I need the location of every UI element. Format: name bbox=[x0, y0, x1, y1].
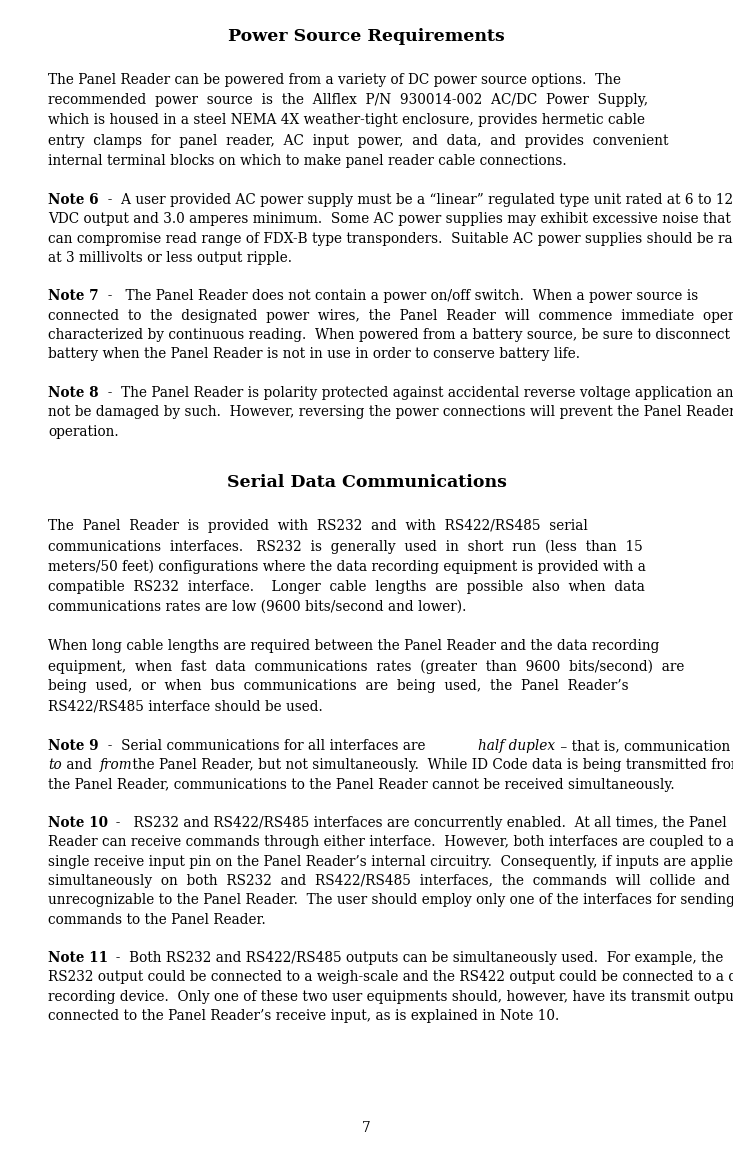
Text: to: to bbox=[48, 758, 62, 772]
Text: 7: 7 bbox=[362, 1121, 371, 1135]
Text: communications rates are low (9600 bits/second and lower).: communications rates are low (9600 bits/… bbox=[48, 600, 466, 614]
Text: When long cable lengths are required between the Panel Reader and the data recor: When long cable lengths are required bet… bbox=[48, 639, 660, 654]
Text: commands to the Panel Reader.: commands to the Panel Reader. bbox=[48, 912, 266, 927]
Text: Reader can receive commands through either interface.  However, both interfaces : Reader can receive commands through eith… bbox=[48, 836, 733, 850]
Text: Note 9: Note 9 bbox=[48, 739, 99, 753]
Text: -  Serial communications for all interfaces are: - Serial communications for all interfac… bbox=[99, 739, 430, 753]
Text: the Panel Reader, but not simultaneously.  While ID Code data is being transmitt: the Panel Reader, but not simultaneously… bbox=[128, 758, 733, 772]
Text: and: and bbox=[62, 758, 97, 772]
Text: -   RS232 and RS422/RS485 interfaces are concurrently enabled.  At all times, th: - RS232 and RS422/RS485 interfaces are c… bbox=[107, 816, 727, 830]
Text: unrecognizable to the Panel Reader.  The user should employ only one of the inte: unrecognizable to the Panel Reader. The … bbox=[48, 894, 733, 907]
Text: at 3 millivolts or less output ripple.: at 3 millivolts or less output ripple. bbox=[48, 252, 292, 265]
Text: Note 6: Note 6 bbox=[48, 194, 99, 207]
Text: entry  clamps  for  panel  reader,  AC  input  power,  and  data,  and  provides: entry clamps for panel reader, AC input … bbox=[48, 133, 668, 147]
Text: The Panel Reader can be powered from a variety of DC power source options.  The: The Panel Reader can be powered from a v… bbox=[48, 73, 621, 87]
Text: connected to the Panel Reader’s receive input, as is explained in Note 10.: connected to the Panel Reader’s receive … bbox=[48, 1009, 559, 1023]
Text: compatible  RS232  interface.    Longer  cable  lengths  are  possible  also  wh: compatible RS232 interface. Longer cable… bbox=[48, 580, 645, 593]
Text: Power Source Requirements: Power Source Requirements bbox=[228, 28, 505, 45]
Text: operation.: operation. bbox=[48, 424, 119, 438]
Text: communications  interfaces.   RS232  is  generally  used  in  short  run  (less : communications interfaces. RS232 is gene… bbox=[48, 539, 643, 554]
Text: battery when the Panel Reader is not in use in order to conserve battery life.: battery when the Panel Reader is not in … bbox=[48, 348, 580, 362]
Text: VDC output and 3.0 amperes minimum.  Some AC power supplies may exhibit excessiv: VDC output and 3.0 amperes minimum. Some… bbox=[48, 212, 731, 226]
Text: Note 10: Note 10 bbox=[48, 816, 108, 830]
Text: characterized by continuous reading.  When powered from a battery source, be sur: characterized by continuous reading. Whe… bbox=[48, 328, 733, 342]
Text: RS422/RS485 interface should be used.: RS422/RS485 interface should be used. bbox=[48, 700, 323, 714]
Text: -  A user provided AC power supply must be a “linear” regulated type unit rated : - A user provided AC power supply must b… bbox=[99, 194, 733, 207]
Text: -  The Panel Reader is polarity protected against accidental reverse voltage app: - The Panel Reader is polarity protected… bbox=[99, 386, 733, 400]
Text: being  used,  or  when  bus  communications  are  being  used,  the  Panel  Read: being used, or when bus communications a… bbox=[48, 679, 629, 693]
Text: Serial Data Communications: Serial Data Communications bbox=[226, 474, 507, 491]
Text: internal terminal blocks on which to make panel reader cable connections.: internal terminal blocks on which to mak… bbox=[48, 154, 567, 168]
Text: Note 8: Note 8 bbox=[48, 386, 99, 400]
Text: recording device.  Only one of these two user equipments should, however, have i: recording device. Only one of these two … bbox=[48, 990, 733, 1004]
Text: recommended  power  source  is  the  Allflex  P/N  930014-002  AC/DC  Power  Sup: recommended power source is the Allflex … bbox=[48, 94, 648, 108]
Text: from: from bbox=[100, 758, 133, 772]
Text: simultaneously  on  both  RS232  and  RS422/RS485  interfaces,  the  commands  w: simultaneously on both RS232 and RS422/R… bbox=[48, 874, 733, 888]
Text: – that is, communication exists both: – that is, communication exists both bbox=[556, 739, 733, 753]
Text: Note 11: Note 11 bbox=[48, 952, 108, 965]
Text: connected  to  the  designated  power  wires,  the  Panel  Reader  will  commenc: connected to the designated power wires,… bbox=[48, 308, 733, 323]
Text: half duplex: half duplex bbox=[479, 739, 556, 753]
Text: equipment,  when  fast  data  communications  rates  (greater  than  9600  bits/: equipment, when fast data communications… bbox=[48, 659, 685, 673]
Text: can compromise read range of FDX-B type transponders.  Suitable AC power supplie: can compromise read range of FDX-B type … bbox=[48, 232, 733, 246]
Text: The  Panel  Reader  is  provided  with  RS232  and  with  RS422/RS485  serial: The Panel Reader is provided with RS232 … bbox=[48, 519, 588, 533]
Text: -  Both RS232 and RS422/RS485 outputs can be simultaneously used.  For example, : - Both RS232 and RS422/RS485 outputs can… bbox=[107, 952, 723, 965]
Text: the Panel Reader, communications to the Panel Reader cannot be received simultan: the Panel Reader, communications to the … bbox=[48, 778, 674, 792]
Text: Note 7: Note 7 bbox=[48, 290, 99, 304]
Text: RS232 output could be connected to a weigh-scale and the RS422 output could be c: RS232 output could be connected to a wei… bbox=[48, 970, 733, 984]
Text: not be damaged by such.  However, reversing the power connections will prevent t: not be damaged by such. However, reversi… bbox=[48, 406, 733, 420]
Text: -   The Panel Reader does not contain a power on/off switch.  When a power sourc: - The Panel Reader does not contain a po… bbox=[99, 290, 698, 304]
Text: which is housed in a steel NEMA 4X weather-tight enclosure, provides hermetic ca: which is housed in a steel NEMA 4X weath… bbox=[48, 114, 645, 127]
Text: meters/50 feet) configurations where the data recording equipment is provided wi: meters/50 feet) configurations where the… bbox=[48, 560, 646, 574]
Text: single receive input pin on the Panel Reader’s internal circuitry.  Consequently: single receive input pin on the Panel Re… bbox=[48, 854, 733, 868]
